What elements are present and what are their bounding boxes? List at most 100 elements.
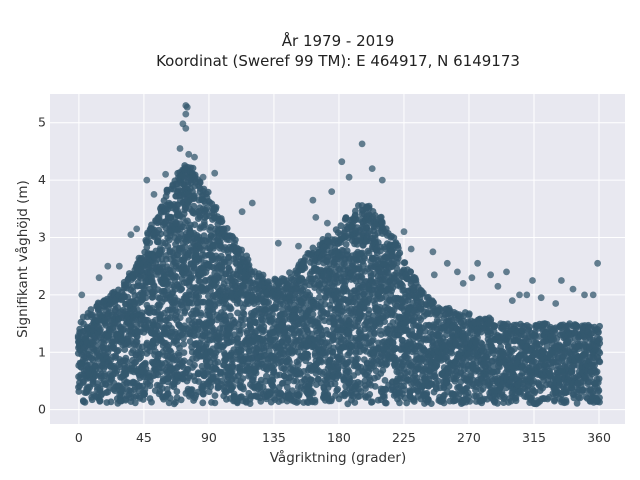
data-point [178,285,186,293]
data-point [218,218,225,226]
data-point [445,382,453,390]
data-point [133,306,141,313]
data-point [201,221,209,229]
data-point [203,204,211,212]
data-point [190,202,198,210]
data-point [96,397,104,405]
data-point [225,258,233,266]
data-point [148,398,155,406]
data-point [229,383,237,390]
data-point [240,385,247,393]
data-point [174,378,181,385]
data-point [229,362,236,370]
data-point [131,359,139,367]
data-point [378,218,386,226]
data-point [371,383,379,390]
data-point [342,241,350,248]
data-point [394,242,402,249]
data-point [124,293,132,301]
data-point [211,399,219,407]
data-point [180,210,188,218]
data-point [166,394,174,402]
data-point [199,399,207,407]
data-point [187,386,195,393]
data-point [208,318,216,325]
data-points [74,102,604,408]
data-point [155,304,163,311]
data-point [465,393,472,401]
data-point [181,309,189,317]
data-point [121,346,129,353]
data-point [148,293,156,301]
data-point [211,392,219,399]
data-point [202,268,210,276]
data-point [511,345,518,353]
data-point [188,273,195,281]
data-point [180,349,188,356]
data-point [194,303,202,311]
data-point [156,245,164,252]
data-point [317,357,325,365]
data-point [94,380,101,387]
data-point [448,349,456,357]
data-point [220,311,228,318]
data-point [382,399,390,407]
data-point [198,362,206,370]
data-point [196,213,204,221]
data-point [87,306,95,313]
data-point [165,236,173,244]
data-point [139,396,147,403]
data-point [239,321,247,329]
data-point [97,326,104,333]
data-point [176,314,184,322]
data-point [146,382,154,390]
data-point [351,399,359,406]
data-point [365,306,373,314]
data-point [173,388,181,395]
data-point [92,342,100,350]
data-point [177,396,185,404]
data-point [427,400,435,407]
data-point [136,355,143,362]
data-point [309,311,317,318]
data-point [150,281,158,289]
data-point [173,273,181,281]
data-point [146,239,154,247]
data-point [430,299,437,306]
data-point [423,389,431,397]
data-point [181,243,189,251]
data-point [80,379,87,386]
data-point [91,362,99,369]
data-point [165,341,173,349]
data-point [196,278,204,286]
data-point [487,316,495,323]
data-point [234,309,241,317]
data-point [368,398,376,406]
data-point [494,399,501,407]
data-point [174,308,182,316]
data-point [142,294,150,302]
data-point [226,303,234,310]
data-point [123,358,130,365]
data-point [197,311,205,319]
data-point [122,370,129,378]
data-point [131,399,139,407]
data-point [246,400,254,407]
data-point [465,311,473,319]
data-point [191,221,199,229]
data-point [185,374,193,382]
data-point [388,247,396,255]
data-point [218,333,225,341]
data-point [477,339,485,347]
data-point [223,225,231,232]
data-point [81,398,89,406]
data-point [259,328,266,336]
data-point [244,256,252,263]
data-point [141,360,149,368]
data-point [189,164,197,172]
data-point [382,361,390,369]
data-point [230,356,237,363]
data-point [311,398,319,406]
data-point [346,349,353,357]
